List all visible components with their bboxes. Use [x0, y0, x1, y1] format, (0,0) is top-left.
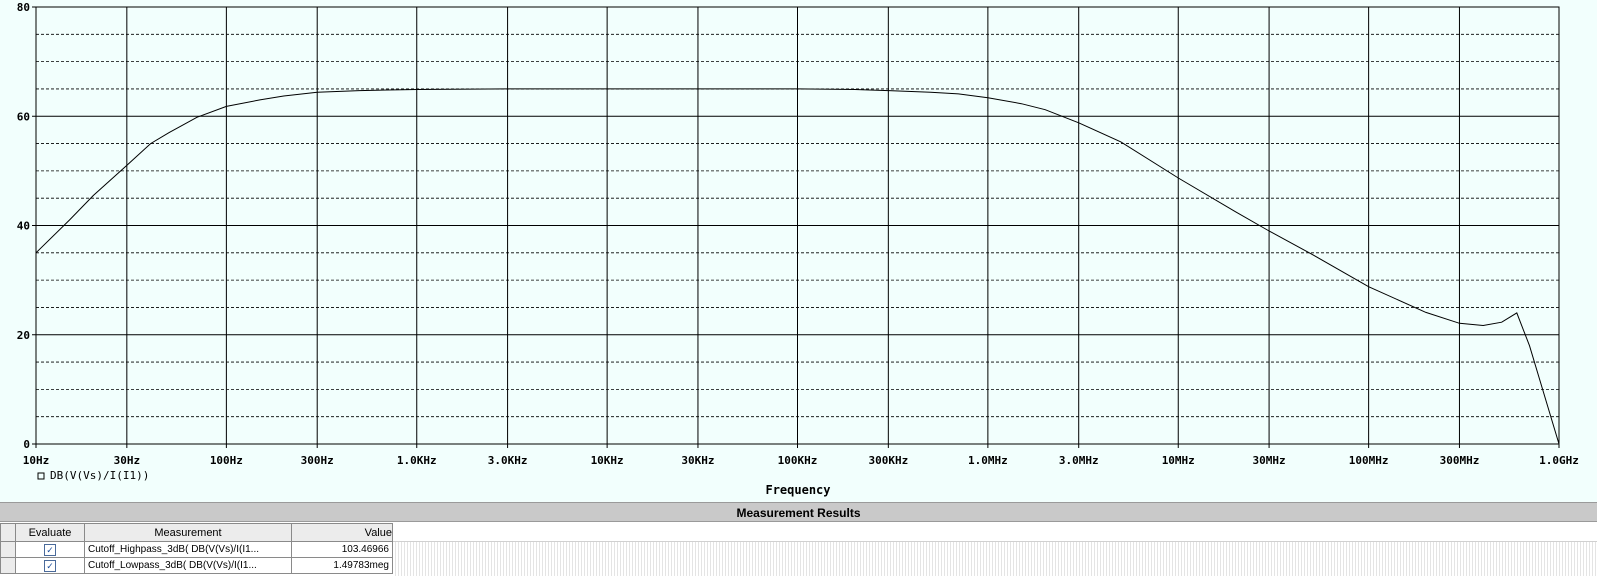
column-header-measurement[interactable]: Measurement	[84, 523, 292, 542]
column-header-evaluate[interactable]: Evaluate	[15, 523, 85, 542]
row-header[interactable]	[0, 557, 16, 574]
table-row[interactable]: ✓ Cutoff_Lowpass_3dB( DB(V(Vs)/I(I1... 1…	[0, 557, 393, 574]
x-axis-label: Frequency	[765, 483, 830, 497]
y-tick-label: 60	[17, 110, 30, 123]
evaluate-cell[interactable]: ✓	[15, 557, 85, 574]
x-tick-label: 30MHz	[1253, 454, 1286, 467]
x-tick-label: 30KHz	[681, 454, 714, 467]
y-axis-ticks: 0 20 40 60 80	[17, 1, 36, 451]
measurement-table: Evaluate Measurement Value ✓ Cutoff_High…	[0, 523, 393, 574]
measurement-results-panel: Measurement Results Evaluate Measurement…	[0, 502, 1597, 584]
y-tick-label: 40	[17, 220, 30, 233]
y-tick-label: 80	[17, 1, 30, 14]
x-tick-label: 1.0KHz	[397, 454, 437, 467]
measurement-cell[interactable]: Cutoff_Highpass_3dB( DB(V(Vs)/I(I1...	[84, 541, 292, 558]
x-tick-label: 300Hz	[301, 454, 334, 467]
x-tick-label: 10Hz	[23, 454, 50, 467]
x-tick-label: 10MHz	[1162, 454, 1195, 467]
x-tick-label: 1.0MHz	[968, 454, 1008, 467]
row-header[interactable]	[0, 541, 16, 558]
x-tick-label: 100KHz	[778, 454, 818, 467]
x-tick-label: 100MHz	[1349, 454, 1389, 467]
chart[interactable]: 0 20 40 60 80 10Hz 30Hz 100Hz 300Hz 1.0KHz 3.0KHz…	[0, 0, 1597, 502]
column-header-value[interactable]: Value	[291, 523, 393, 542]
measurement-cell[interactable]: Cutoff_Lowpass_3dB( DB(V(Vs)/I(I1...	[84, 557, 292, 574]
evaluate-checkbox[interactable]: ✓	[44, 559, 56, 572]
series-layer	[35, 88, 1560, 445]
x-tick-label: 300KHz	[868, 454, 908, 467]
x-tick-label: 30Hz	[114, 454, 141, 467]
series-line	[35, 88, 1560, 445]
x-tick-label: 1.0GHz	[1539, 454, 1579, 467]
evaluate-checkbox[interactable]: ✓	[44, 543, 56, 556]
table-header-row: Evaluate Measurement Value	[0, 523, 393, 542]
y-tick-label: 20	[17, 329, 30, 342]
value-cell: 103.46966	[291, 541, 393, 558]
x-tick-label: 10KHz	[591, 454, 624, 467]
legend-marker-icon	[37, 472, 45, 480]
x-tick-label: 300MHz	[1440, 454, 1480, 467]
x-tick-label: 100Hz	[210, 454, 243, 467]
evaluate-cell[interactable]: ✓	[15, 541, 85, 558]
legend-series-label[interactable]: DB(V(Vs)/I(I1))	[50, 469, 149, 482]
x-tick-label: 3.0MHz	[1059, 454, 1099, 467]
table-row[interactable]: ✓ Cutoff_Highpass_3dB( DB(V(Vs)/I(I1... …	[0, 541, 393, 558]
table-empty-area	[393, 541, 1597, 576]
major-gridlines	[35, 6, 1560, 445]
plot-area[interactable]: 0 20 40 60 80 10Hz 30Hz 100Hz 300Hz 1.0KHz 3.0KHz…	[0, 0, 1597, 502]
y-tick-label: 0	[23, 438, 30, 451]
row-header-corner	[0, 523, 16, 542]
x-tick-label: 3.0KHz	[488, 454, 528, 467]
x-axis-ticks: 10Hz 30Hz 100Hz 300Hz 1.0KHz 3.0KHz 10KHz 30KHz…	[23, 444, 1579, 467]
panel-title: Measurement Results	[0, 502, 1597, 522]
value-cell: 1.49783meg	[291, 557, 393, 574]
